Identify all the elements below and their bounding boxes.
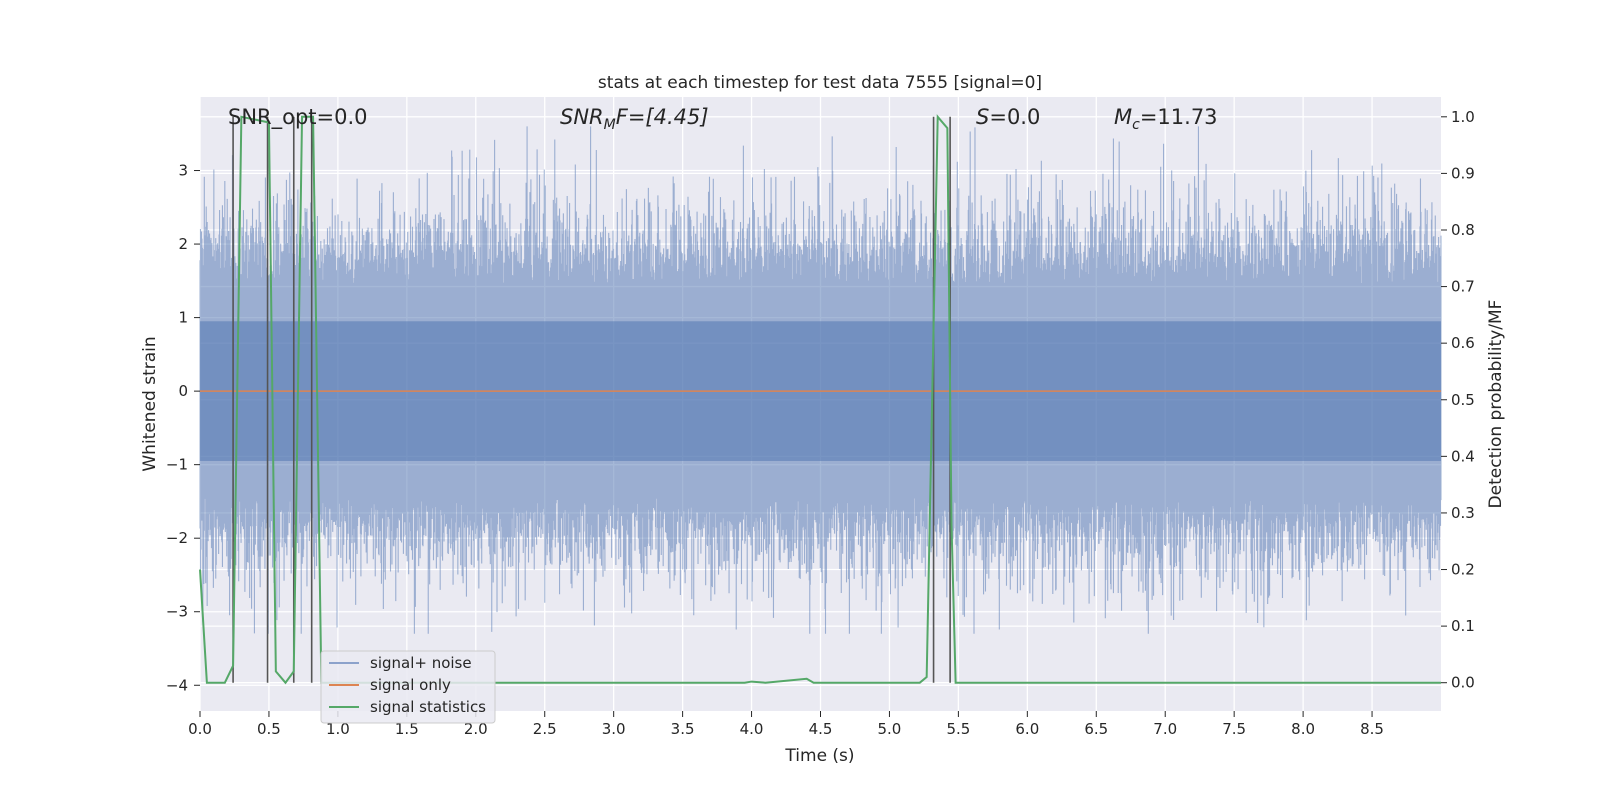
x-tick-label: 8.5 bbox=[1360, 720, 1384, 738]
x-tick-label: 5.5 bbox=[946, 720, 970, 738]
x-tick-labels: 0.0 0.5 1.0 1.5 2.0 2.5 3.0 3.5 4.0 4.5 5.0 5.5 6.0 6… bbox=[188, 711, 1384, 738]
chart-title: stats at each timestep for test data 755… bbox=[598, 73, 1042, 93]
y-tick-label: 3 bbox=[178, 162, 188, 180]
y-tick-labels: 3 2 1 0 −1 −2 −3 −4 bbox=[166, 162, 200, 694]
y2-tick-label: 0.3 bbox=[1451, 504, 1475, 522]
x-tick-label: 7.5 bbox=[1222, 720, 1246, 738]
annotation-s: S=0.0 bbox=[976, 105, 1040, 129]
annotation-snr-mf: SNRMF=[4.45] bbox=[560, 105, 709, 133]
legend: signal+ noise signal only signal statist… bbox=[320, 650, 496, 724]
x-tick-label: 5.0 bbox=[878, 720, 902, 738]
y-tick-label: −1 bbox=[166, 456, 188, 474]
y-tick-label: 1 bbox=[178, 309, 188, 327]
y2-tick-label: 0.5 bbox=[1451, 391, 1475, 409]
y-tick-label: 2 bbox=[178, 235, 188, 253]
series-signal-statistics bbox=[199, 114, 1441, 685]
x-tick-label: 8.0 bbox=[1291, 720, 1315, 738]
legend-label-signal-only: signal only bbox=[370, 676, 451, 694]
y2-tick-label: 0.0 bbox=[1451, 674, 1475, 692]
x-tick-label: 6.5 bbox=[1084, 720, 1108, 738]
x-tick-label: 4.0 bbox=[740, 720, 764, 738]
annotation-snr-mf-sub: M bbox=[604, 117, 616, 133]
y2-axis-label: Detection probability/MF bbox=[1486, 300, 1506, 509]
y2-tick-label: 1.0 bbox=[1451, 108, 1475, 126]
x-tick-label: 4.5 bbox=[809, 720, 833, 738]
x-tick-label: 2.5 bbox=[533, 720, 557, 738]
legend-box bbox=[320, 650, 496, 724]
y2-tick-labels: 1.0 0.9 0.8 0.7 0.6 0.5 0.4 0.3 0.2 0.1 0.0 bbox=[1441, 108, 1475, 692]
x-axis-label: Time (s) bbox=[784, 746, 854, 766]
y-tick-label: 0 bbox=[178, 382, 188, 400]
y2-tick-label: 0.6 bbox=[1451, 334, 1475, 352]
annotation-snr-mf-rest: F=[4.45] bbox=[616, 105, 709, 129]
y2-tick-label: 0.8 bbox=[1451, 221, 1475, 239]
y2-tick-label: 0.1 bbox=[1451, 617, 1475, 635]
x-tick-label: 7.0 bbox=[1153, 720, 1177, 738]
y-axis-label: Whitened strain bbox=[140, 336, 160, 471]
annotation-snr-opt: SNR_opt=0.0 bbox=[228, 105, 368, 130]
annotation-mc-rest: =11.73 bbox=[1140, 105, 1218, 129]
annotation-mc: Mc=11.73 bbox=[1114, 105, 1218, 133]
y2-tick-label: 0.9 bbox=[1451, 164, 1475, 182]
x-tick-label: 3.0 bbox=[602, 720, 626, 738]
y-tick-label: −3 bbox=[166, 603, 188, 621]
annotation-s-italic: S bbox=[976, 105, 989, 129]
y2-tick-label: 0.2 bbox=[1451, 561, 1475, 579]
y-tick-label: −2 bbox=[166, 529, 188, 547]
y2-tick-label: 0.7 bbox=[1451, 278, 1475, 296]
y2-tick-label: 0.4 bbox=[1451, 447, 1475, 465]
annotation-mc-italic: M bbox=[1114, 105, 1132, 129]
x-tick-label: 1.0 bbox=[326, 720, 350, 738]
annotation-s-rest: =0.0 bbox=[989, 105, 1040, 129]
legend-label-signal-statistics: signal statistics bbox=[370, 698, 486, 716]
x-tick-label: 3.5 bbox=[671, 720, 695, 738]
x-tick-label: 0.5 bbox=[257, 720, 281, 738]
y-tick-label: −4 bbox=[166, 676, 188, 694]
x-tick-label: 1.5 bbox=[395, 720, 419, 738]
annotation-mc-sub: c bbox=[1132, 117, 1140, 133]
x-tick-label: 6.0 bbox=[1015, 720, 1039, 738]
legend-label-signal-plus-noise: signal+ noise bbox=[370, 654, 472, 672]
x-tick-label: 0.0 bbox=[188, 720, 212, 738]
signal-statistics-line bbox=[199, 114, 1441, 685]
x-tick-label: 2.0 bbox=[464, 720, 488, 738]
annotation-snr-mf-main: SNR bbox=[560, 105, 604, 129]
